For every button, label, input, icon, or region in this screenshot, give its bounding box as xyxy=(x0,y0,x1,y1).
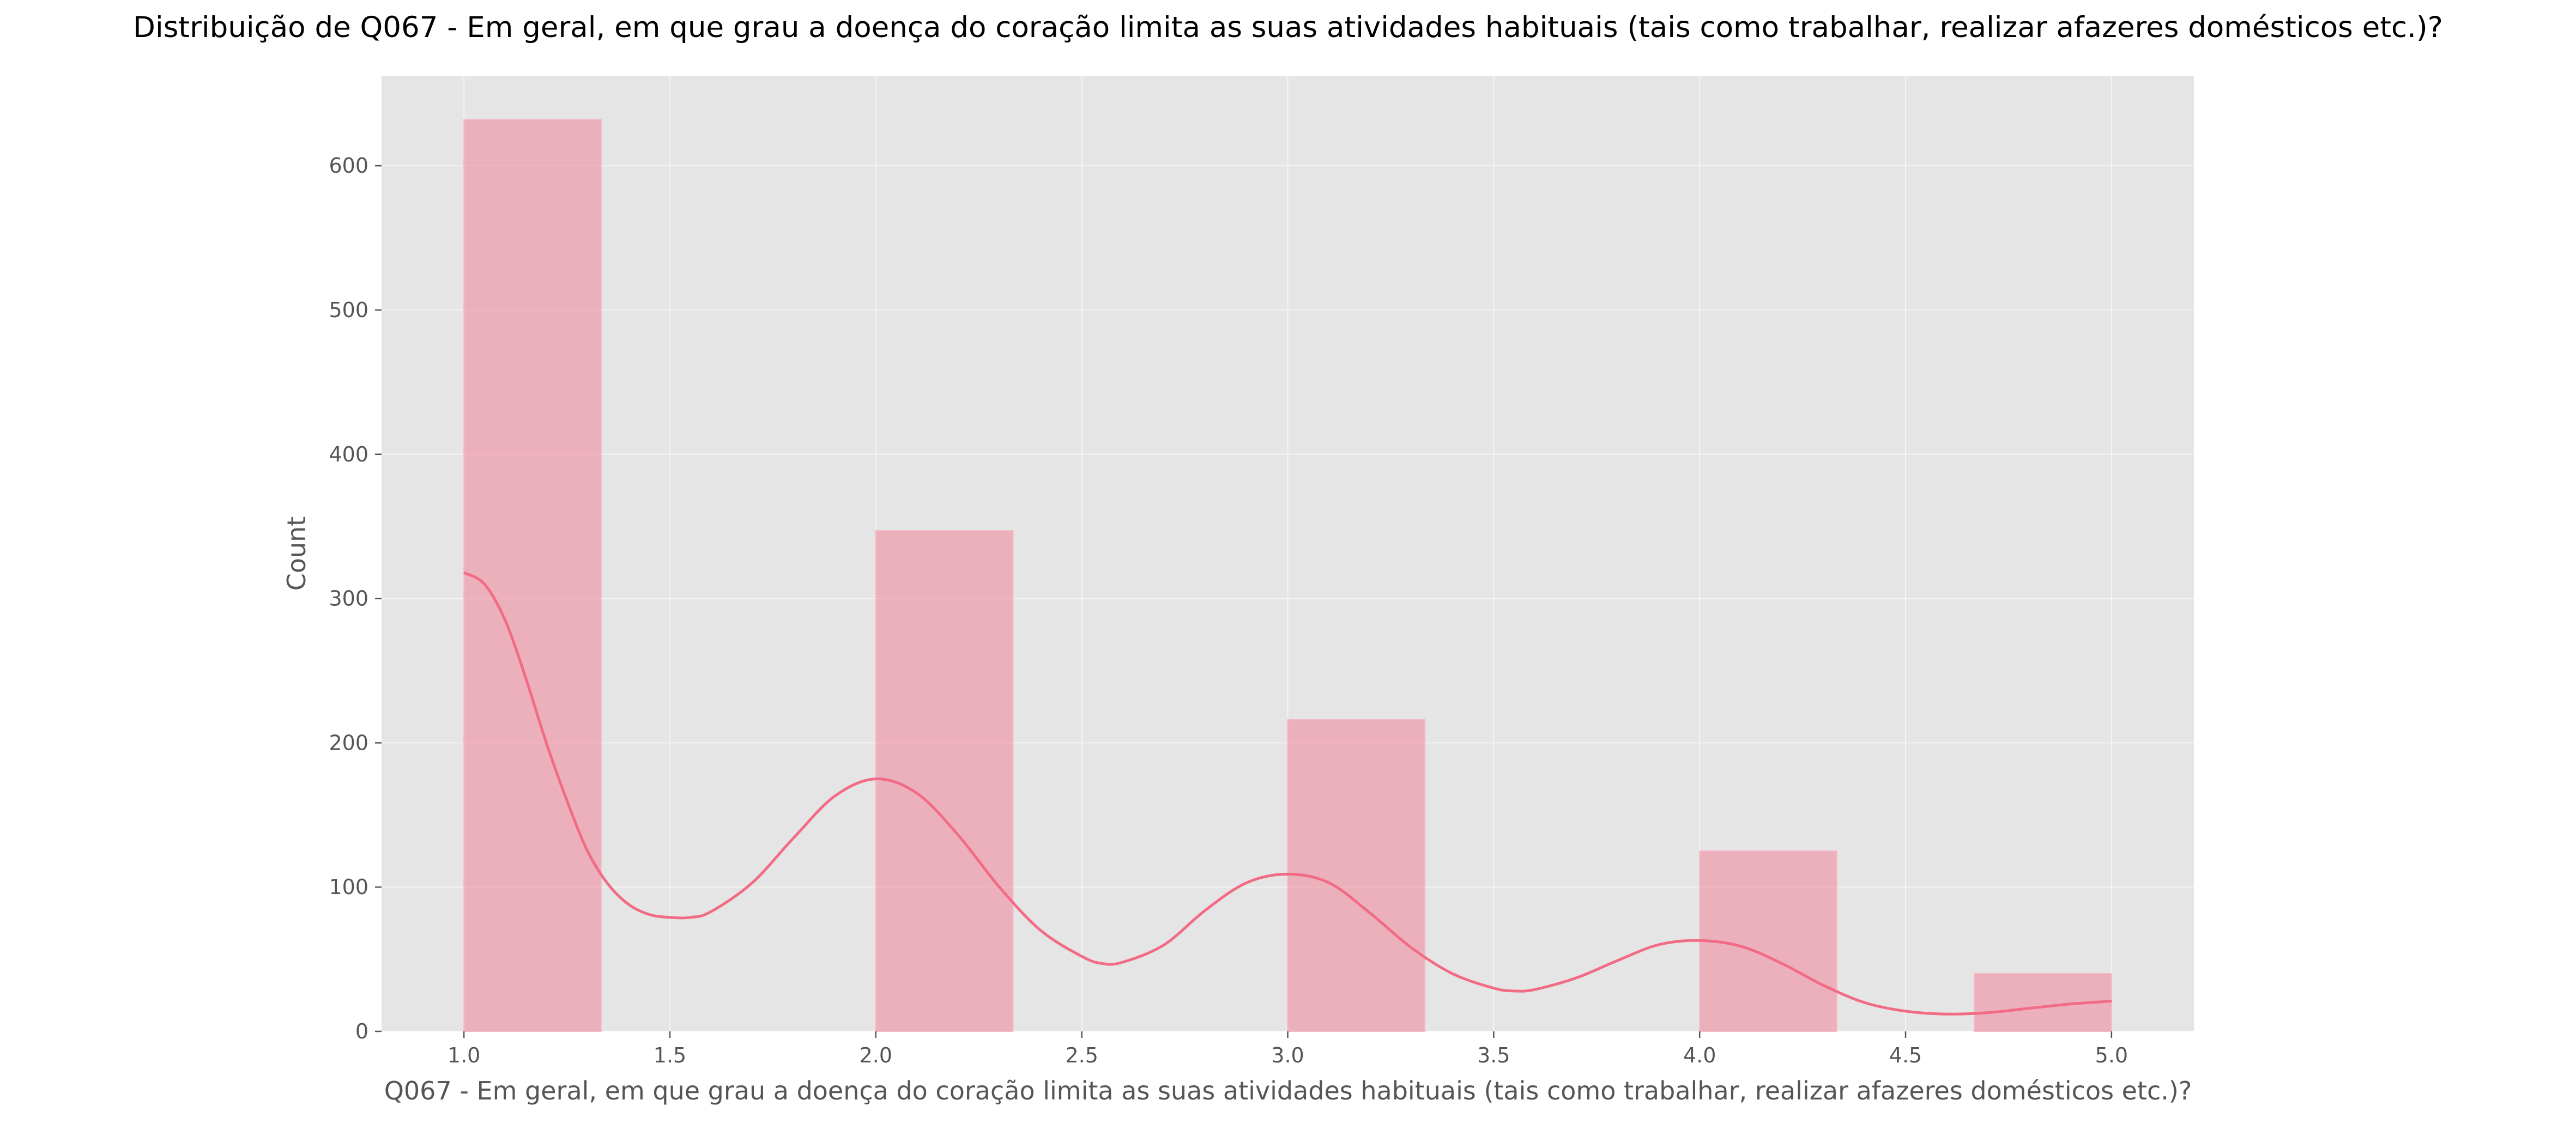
x-tick-label: 2.0 xyxy=(860,1043,892,1067)
x-tick-label: 1.0 xyxy=(448,1043,480,1067)
x-tick-label: 2.5 xyxy=(1065,1043,1098,1067)
x-tick-label: 5.0 xyxy=(2095,1043,2128,1067)
y-tick-label: 300 xyxy=(329,587,368,611)
x-axis-ticks: 1.0 1.5 2.0 2.5 3.0 3.5 4.0 4.5 5.0 xyxy=(448,1031,2128,1067)
y-tick-label: 600 xyxy=(329,154,368,178)
y-tick-label: 0 xyxy=(355,1019,368,1043)
chart-title: Distribuição de Q067 - Em geral, em que … xyxy=(133,11,2443,44)
x-tick-label: 3.5 xyxy=(1477,1043,1510,1067)
histogram-bar xyxy=(464,119,601,1031)
y-tick-label: 500 xyxy=(329,298,368,322)
y-tick-label: 400 xyxy=(329,442,368,466)
x-tick-label: 4.5 xyxy=(1889,1043,1922,1067)
x-axis-label: Q067 - Em geral, em que grau a doença do… xyxy=(384,1076,2192,1105)
x-tick-label: 1.5 xyxy=(654,1043,686,1067)
x-tick-label: 4.0 xyxy=(1683,1043,1716,1067)
x-tick-label: 3.0 xyxy=(1271,1043,1304,1067)
y-tick-label: 200 xyxy=(329,731,368,755)
y-tick-label: 100 xyxy=(329,875,368,899)
y-axis-ticks: 0 100 200 300 400 500 600 xyxy=(329,154,382,1043)
y-axis-label: Count xyxy=(282,517,311,591)
